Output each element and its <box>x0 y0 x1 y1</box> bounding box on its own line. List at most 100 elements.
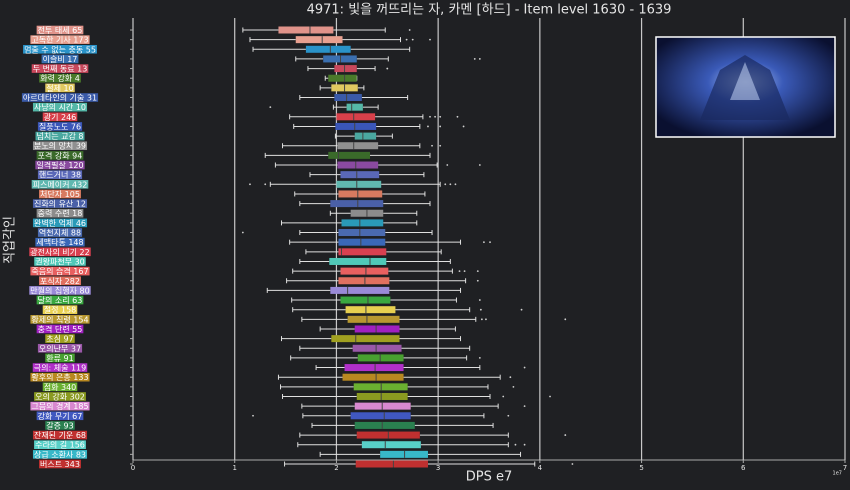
box <box>354 325 400 333</box>
box <box>345 306 396 314</box>
category-label-text: 질풍노도 76 <box>39 122 81 131</box>
category-label-text: 점화 340 <box>44 382 77 392</box>
box <box>380 450 428 458</box>
category-label-text: 고독한 기사 173 <box>31 36 88 45</box>
category-label-bg <box>30 401 90 411</box>
category-label: 잔재된 기운 68 <box>32 430 88 440</box>
box <box>335 122 377 130</box>
category-label-text: 포격 강화 94 <box>38 150 83 160</box>
category-label-bg <box>34 392 86 401</box>
category-label-text: 아르데타인의 기술 31 <box>23 93 97 103</box>
category-label-text: 중력 수련 18 <box>38 208 83 218</box>
category-label-text: 죽음의 습격 167 <box>31 266 88 276</box>
category-label: 화력 강화 4 <box>39 73 81 83</box>
category-label-bg <box>34 257 86 266</box>
outlier <box>444 183 447 186</box>
category-label-bg <box>42 382 78 392</box>
category-label: 멈출 수 없는 충동 55 <box>23 44 97 54</box>
category-label-bg <box>45 334 75 343</box>
box <box>338 229 386 237</box>
x-tick-label: 2 <box>334 464 338 472</box>
outlier <box>478 164 481 166</box>
category-label-bg <box>32 363 88 372</box>
x-tick-label: 1 <box>232 464 236 472</box>
category-label-text: 두 번째 동료 13 <box>33 65 88 74</box>
box <box>338 238 386 246</box>
category-label-bg <box>37 170 83 179</box>
category-label-bg <box>39 73 81 83</box>
category-label-text: 이슬비 17 <box>43 54 78 64</box>
category-label-bg <box>35 131 85 141</box>
box <box>356 392 408 400</box>
category-label-bg <box>29 286 91 295</box>
category-label-text: 절제 10 <box>46 84 73 93</box>
category-label: 아르데타인의 기술 31 <box>21 93 99 103</box>
outlier <box>411 38 414 41</box>
x-axis-label: DPS e7 <box>466 470 513 485</box>
category-label-bg <box>36 324 84 334</box>
outlier <box>564 434 567 436</box>
category-label-bg <box>37 122 83 131</box>
category-label: 버스트 343 <box>39 459 81 469</box>
category-label-bg <box>21 93 99 102</box>
category-label: 핸드거너 38 <box>37 170 83 180</box>
category-label: 충격 단련 55 <box>36 324 84 334</box>
box <box>336 113 376 121</box>
box <box>354 132 377 140</box>
box <box>338 190 383 198</box>
box <box>331 335 400 343</box>
category-label: 만월의 집행자 80 <box>29 285 91 295</box>
outlier <box>439 125 442 128</box>
category-label: 일격필살 120 <box>35 160 85 170</box>
category-label-text: 극의: 체술 119 <box>34 363 87 373</box>
category-label: 완벽한 억제 46 <box>32 218 88 228</box>
outlier <box>478 299 481 301</box>
box <box>278 26 334 34</box>
category-label-text: 상급 소환사 83 <box>34 449 86 459</box>
outlier <box>434 115 436 118</box>
category-label: 극의: 체술 119 <box>32 363 88 373</box>
x-tick-label: 6 <box>741 464 746 472</box>
category-label-text: 오의 강화 302 <box>35 391 85 401</box>
category-label: 황후의 은총 133 <box>30 372 90 382</box>
category-label-text: 잔재된 기운 68 <box>34 430 86 440</box>
outlier <box>449 183 452 186</box>
category-label-bg <box>32 450 88 459</box>
outlier <box>489 241 491 244</box>
category-label-bg <box>30 35 90 44</box>
outlier <box>512 385 515 388</box>
box <box>350 412 411 420</box>
box <box>328 74 357 82</box>
category-label-text: 멈출 수 없는 충동 55 <box>24 44 96 54</box>
category-label-text: 갈증 93 <box>46 421 73 430</box>
category-label-bg <box>32 430 88 440</box>
outlier <box>485 318 487 321</box>
outlier <box>549 395 551 398</box>
category-label: 죽음의 습격 167 <box>30 266 90 276</box>
category-label: 수라의 길 156 <box>34 440 86 450</box>
category-label-bg <box>30 266 90 276</box>
category-label: 오의난무 37 <box>37 343 83 353</box>
category-label: 진화의 유산 12 <box>32 199 88 209</box>
outlier <box>514 443 517 446</box>
category-label: 사냥의 시간 10 <box>32 102 88 112</box>
outlier <box>463 270 466 273</box>
box <box>337 161 379 169</box>
outlier <box>509 376 512 379</box>
offset-label: 1e7 <box>833 471 842 477</box>
category-label-text: 충격 단련 55 <box>38 324 83 334</box>
category-label: 황제의 칙령 154 <box>30 314 90 324</box>
outlier <box>454 183 457 186</box>
box <box>340 267 389 275</box>
category-label-bg <box>32 141 88 151</box>
outlier <box>446 164 449 166</box>
category-label-text: 그믐의 경계 185 <box>31 401 88 411</box>
category-label-bg <box>35 160 85 170</box>
category-label: 초심 97 <box>45 334 75 344</box>
category-label-text: 절정 158 <box>44 305 77 315</box>
category-label-text: 만월의 집행자 80 <box>30 285 89 295</box>
category-label-bg <box>23 44 97 54</box>
category-label-text: 분노의 망치 39 <box>34 141 86 151</box>
box <box>361 441 421 449</box>
outlier <box>507 414 510 417</box>
